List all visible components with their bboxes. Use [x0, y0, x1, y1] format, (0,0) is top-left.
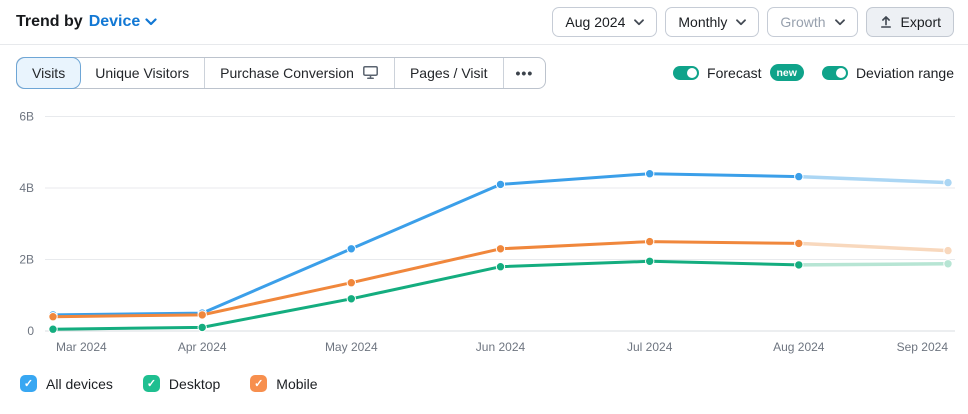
legend-item-mobile[interactable]: ✓ Mobile [250, 375, 318, 392]
x-tick-label: Aug 2024 [773, 340, 825, 354]
legend-item-desktop[interactable]: ✓ Desktop [142, 375, 221, 392]
data-point [197, 322, 207, 333]
forecast-line [797, 241, 950, 253]
x-tick-label: May 2024 [325, 340, 378, 354]
data-point [794, 238, 804, 249]
tab-purchase-conversion-label: Purchase Conversion [220, 64, 354, 81]
x-tick-label: Jun 2024 [476, 340, 526, 354]
y-tick-label: 4B [19, 181, 34, 195]
header-controls: Aug 2024 Monthly Growth Export [552, 7, 954, 37]
data-point [645, 256, 655, 267]
metric-tabs: Visits Unique Visitors Purchase Conversi… [16, 56, 547, 89]
x-tick-label: Jul 2024 [627, 340, 673, 354]
forecast-line [797, 262, 950, 267]
chart-toolbar: Visits Unique Visitors Purchase Conversi… [0, 45, 968, 100]
device-dimension-selector[interactable]: Device [89, 13, 158, 31]
growth-dropdown-label: Growth [780, 14, 826, 30]
new-badge: new [769, 64, 804, 81]
checkbox-checked-icon: ✓ [142, 375, 160, 392]
tab-unique-visitors[interactable]: Unique Visitors [80, 57, 206, 88]
tab-unique-visitors-label: Unique Visitors [95, 64, 190, 81]
chevron-down-icon [634, 18, 645, 25]
legend-label: Desktop [168, 375, 221, 392]
data-point [48, 324, 58, 334]
legend-label: Mobile [276, 375, 318, 392]
data-point [943, 245, 953, 256]
data-point [346, 294, 356, 304]
tab-purchase-conversion[interactable]: Purchase Conversion [205, 57, 395, 88]
data-point [943, 177, 953, 188]
data-point [495, 262, 506, 272]
tab-pages-per-visit[interactable]: Pages / Visit [395, 57, 504, 88]
date-dropdown-label: Aug 2024 [565, 14, 626, 30]
data-point [645, 236, 655, 247]
export-button[interactable]: Export [865, 7, 954, 37]
tab-visits-label: Visits [32, 64, 66, 81]
axes: 0 2B 4B 6B Mar 2024 Apr 2024 May 2024 Jun 2024 J… [19, 110, 955, 354]
trend-line [52, 259, 799, 331]
desktop-monitor-icon [363, 66, 378, 79]
data-point [495, 244, 506, 254]
data-point [346, 244, 356, 254]
x-tick-label: Sep 2024 [897, 340, 949, 354]
tab-visits[interactable]: Visits [17, 57, 81, 88]
trend-line [52, 240, 799, 319]
page-title: Trend by Device [16, 13, 157, 31]
date-dropdown[interactable]: Aug 2024 [552, 7, 658, 37]
data-point [943, 259, 953, 269]
legend-item-all-devices[interactable]: ✓ All devices [20, 375, 113, 392]
y-tick-label: 6B [19, 110, 34, 124]
data-point [197, 310, 207, 320]
granularity-dropdown-label: Monthly [678, 14, 728, 30]
chart-legend: ✓ All devices ✓ Desktop ✓ Mobile [0, 360, 968, 392]
device-dimension-label: Device [88, 13, 141, 30]
forecast-line [797, 174, 950, 185]
trend-chart[interactable]: 0 2B 4B 6B Mar 2024 Apr 2024 May 2024 Jun 2024 J… [0, 100, 968, 360]
chevron-down-icon [834, 18, 845, 25]
title-prefix: Trend by [16, 13, 83, 30]
data-point [48, 312, 58, 322]
trend-chart-svg[interactable]: 0 2B 4B 6B Mar 2024 Apr 2024 May 2024 Jun 2024 J… [0, 100, 968, 360]
more-tabs-button[interactable]: ••• [504, 58, 546, 88]
deviation-range-toggle[interactable] [821, 65, 848, 80]
export-icon [880, 16, 891, 28]
deviation-range-toggle-group: Deviation range [821, 64, 954, 81]
chevron-down-icon [145, 18, 157, 26]
data-point [495, 179, 506, 190]
trend-line [52, 172, 799, 317]
chevron-down-icon [736, 18, 747, 25]
series-desktop [48, 256, 953, 334]
tab-pages-per-visit-label: Pages / Visit [409, 64, 488, 81]
deviation-range-toggle-label: Deviation range [855, 64, 954, 81]
series-all-devices [48, 169, 953, 320]
x-tick-label: Mar 2024 [56, 340, 107, 354]
series-mobile [48, 236, 953, 322]
chart-toggles: Forecast new Deviation range [673, 64, 954, 81]
checkbox-checked-icon: ✓ [20, 375, 37, 392]
more-tabs-icon: ••• [515, 64, 534, 81]
y-tick-label: 0 [27, 324, 34, 338]
checkbox-checked-icon: ✓ [250, 375, 268, 392]
forecast-toggle[interactable] [673, 65, 700, 80]
legend-label: All devices [46, 375, 113, 392]
data-point [794, 260, 804, 270]
forecast-toggle-group: Forecast new [673, 64, 804, 81]
granularity-dropdown[interactable]: Monthly [665, 7, 760, 37]
data-point [794, 171, 804, 182]
y-tick-label: 2B [19, 253, 34, 267]
export-button-label: Export [900, 14, 941, 30]
x-tick-label: Apr 2024 [178, 340, 227, 354]
chart-header: Trend by Device Aug 2024 Monthly Growth … [0, 0, 968, 45]
forecast-toggle-label: Forecast [707, 64, 762, 81]
data-point [346, 278, 356, 288]
growth-dropdown[interactable]: Growth [767, 7, 858, 37]
data-point [645, 169, 655, 179]
